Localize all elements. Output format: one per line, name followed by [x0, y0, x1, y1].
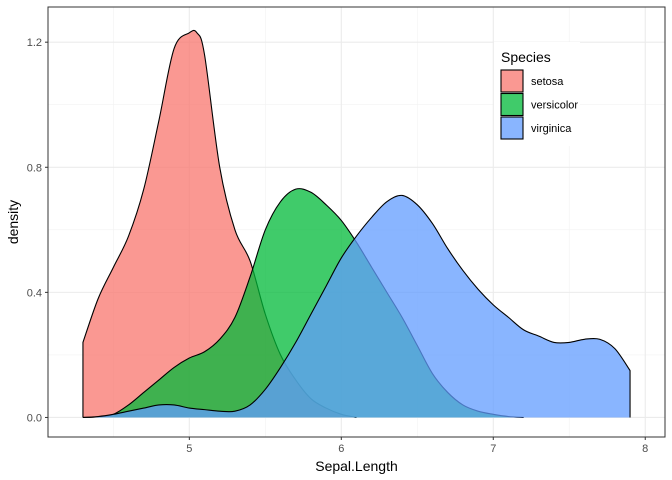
density-areas	[82, 29, 631, 418]
y-axis-title: density	[5, 200, 21, 244]
density-curve-virginica	[82, 194, 631, 418]
legend-label-setosa: setosa	[531, 76, 564, 88]
density-area-virginica	[82, 195, 631, 418]
axis-ticks	[45, 41, 646, 440]
legend-key-setosa	[500, 69, 524, 93]
legend-label-versicolor: versicolor	[531, 100, 578, 112]
density-area-setosa	[82, 30, 357, 418]
x-tick-label: 5	[186, 443, 192, 455]
legend-key-versicolor	[500, 92, 524, 117]
y-tick-label: 0.0	[27, 412, 42, 424]
x-axis-title: Sepal.Length	[315, 458, 398, 474]
panel-border	[47, 6, 666, 438]
legend-items: setosa versicolor virginica	[500, 69, 578, 140]
x-tick-label: 6	[338, 443, 344, 455]
legend: Species setosa versicolor virginica	[494, 42, 580, 146]
x-tick-label: 7	[490, 443, 496, 455]
legend-key-virginica	[500, 116, 524, 140]
y-tick-label: 0.8	[27, 162, 42, 174]
y-tick-label: 0.4	[27, 287, 42, 299]
x-tick-label: 8	[642, 443, 648, 455]
tick-labels: 5 6 7 8 0.0 0.4 0.8 1.2	[27, 37, 649, 455]
legend-label-virginica: virginica	[531, 123, 572, 135]
y-tick-label: 1.2	[27, 37, 42, 49]
legend-title: Species	[501, 49, 551, 65]
